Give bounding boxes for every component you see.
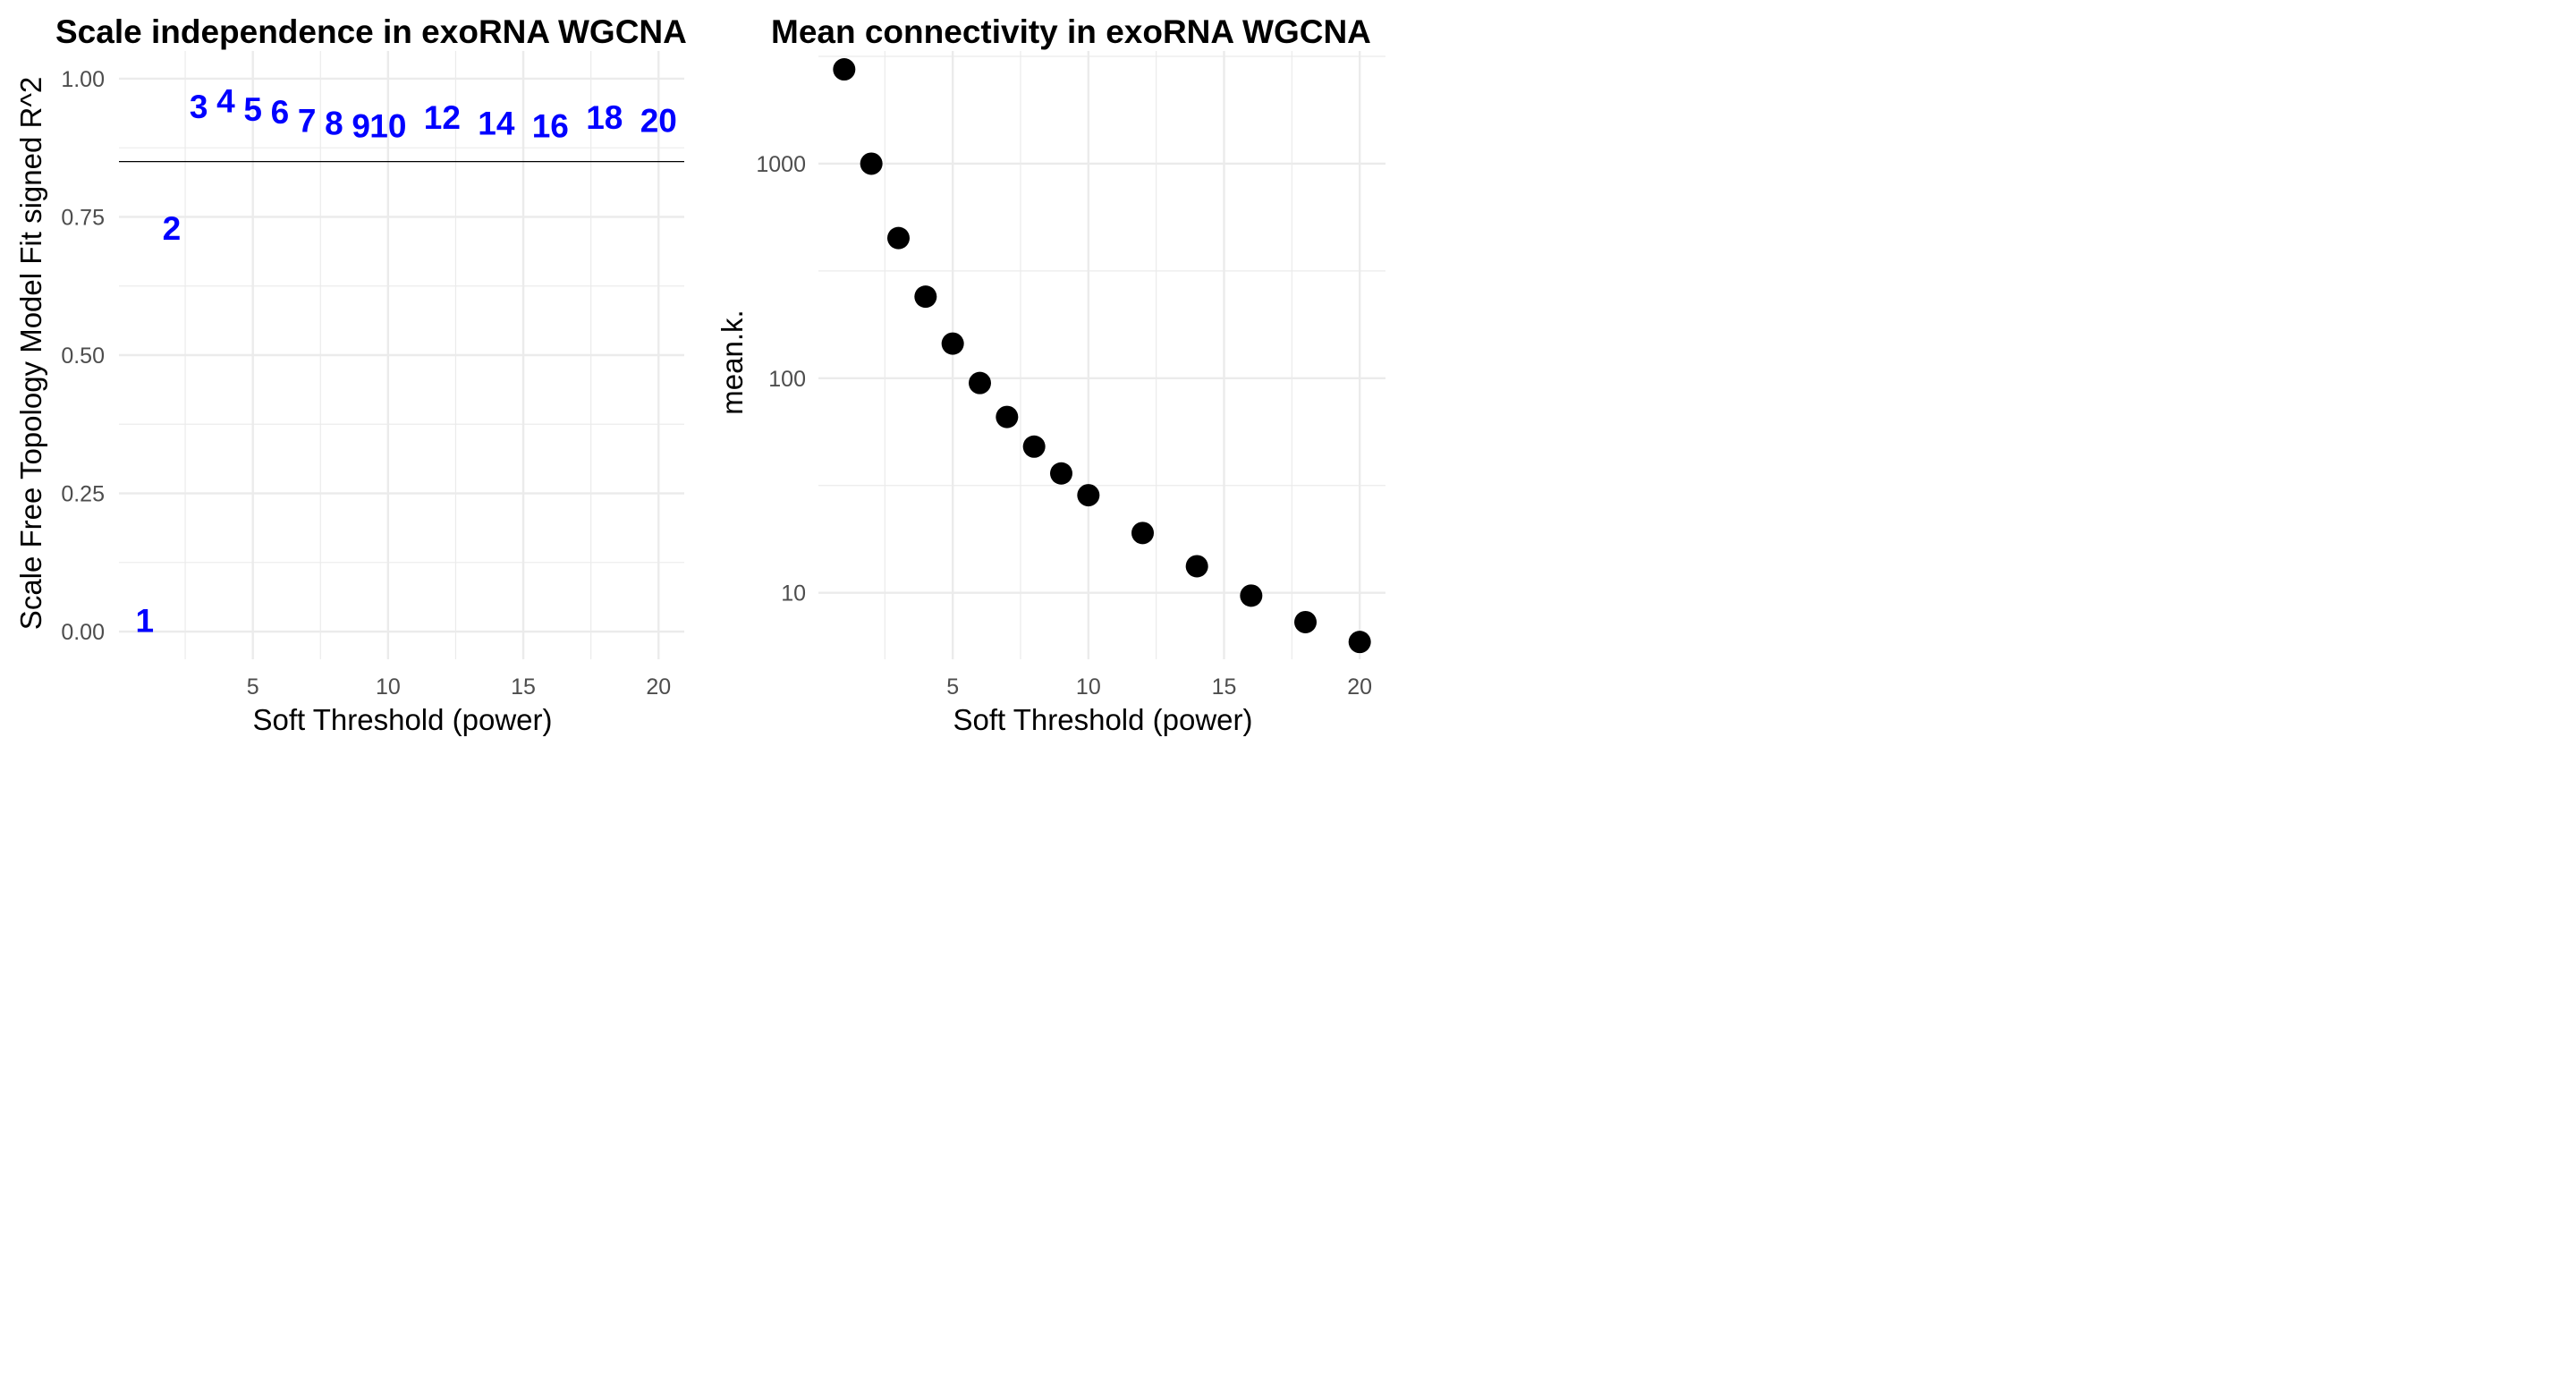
right-data-point xyxy=(1348,631,1371,654)
left-power-label: 12 xyxy=(424,99,461,136)
right-x-tick-labels: 5 10 15 20 xyxy=(946,674,1372,700)
right-data-point xyxy=(833,58,856,81)
figure: 1 2 3 4 5 6 7 8 9 10 12 14 16 18 20 0.00 0.25 0.50 0.75 1.… xyxy=(0,0,1402,748)
right-chart-title: Mean connectivity in exoRNA WGCNA xyxy=(771,13,1371,50)
right-points xyxy=(833,58,1371,654)
left-power-label: 7 xyxy=(298,102,317,139)
left-power-label: 2 xyxy=(163,210,182,247)
right-x-tick-label: 5 xyxy=(946,674,959,700)
left-power-label: 10 xyxy=(369,107,406,144)
left-power-label: 14 xyxy=(478,105,515,141)
right-x-tick-label: 15 xyxy=(1212,674,1237,700)
right-y-tick-label: 10 xyxy=(781,581,806,606)
right-data-point xyxy=(1077,484,1100,507)
right-data-point xyxy=(886,226,910,250)
left-power-label: 8 xyxy=(325,105,343,141)
right-data-point xyxy=(1131,522,1155,545)
mean-connectivity-panel: 10 100 1000 5 10 15 20 Mean connectivity in e… xyxy=(716,13,1385,736)
right-data-point xyxy=(941,332,964,355)
left-y-tick-label: 0.50 xyxy=(61,344,105,369)
left-y-axis-label: Scale Free Topology Model Fit signed R^2 xyxy=(14,77,47,630)
left-y-tick-label: 0.25 xyxy=(61,482,105,507)
left-y-tick-label: 0.00 xyxy=(61,620,105,645)
left-power-label: 5 xyxy=(243,91,262,128)
right-data-point xyxy=(1049,462,1072,485)
chart-canvas: 123 4 5 6 7 8 9 10 12 14 16 18 20 0.000.250.500.751.… xyxy=(14,13,1385,736)
right-data-point xyxy=(1294,610,1318,633)
right-y-tick-labels: 10 100 1000 xyxy=(756,152,806,606)
right-x-tick-label: 20 xyxy=(1347,674,1372,700)
left-chart-title: Scale independence in exoRNA WGCNA xyxy=(55,13,687,50)
scale-independence-panel: 123 4 5 6 7 8 9 10 12 14 16 18 20 0.000.250.500.751.… xyxy=(14,13,687,736)
right-x-axis-label: Soft Threshold (power) xyxy=(953,703,1252,736)
right-data-point xyxy=(1185,555,1208,578)
left-y-tick-labels: 0.00 0.25 0.50 0.75 1.00 xyxy=(61,67,105,645)
right-x-tick-label: 10 xyxy=(1076,674,1101,700)
left-grid xyxy=(119,51,684,659)
right-data-point xyxy=(1022,435,1046,458)
right-y-tick-label: 1000 xyxy=(756,152,806,177)
right-data-point xyxy=(860,152,883,175)
left-power-label: 3 xyxy=(190,89,208,125)
left-point-labels: 123 4 5 6 7 8 9 10 12 14 16 18 20 xyxy=(135,83,676,640)
left-x-tick-labels: 5 10 15 20 xyxy=(247,674,671,700)
left-power-label: 18 xyxy=(586,99,623,136)
left-power-label: 4 xyxy=(216,83,235,120)
left-power-label: 9 xyxy=(352,107,370,144)
left-power-label: 1 xyxy=(135,603,154,640)
right-y-axis-label: mean.k. xyxy=(716,310,749,414)
right-data-point xyxy=(914,285,937,309)
left-y-tick-label: 1.00 xyxy=(61,67,105,92)
left-power-label: 20 xyxy=(640,102,677,139)
right-data-point xyxy=(968,371,991,394)
left-x-tick-label: 15 xyxy=(511,674,536,700)
right-data-point xyxy=(1240,584,1263,607)
left-x-tick-label: 10 xyxy=(376,674,401,700)
left-x-tick-label: 5 xyxy=(247,674,259,700)
left-power-label: 6 xyxy=(271,94,290,131)
left-x-tick-label: 20 xyxy=(646,674,671,700)
left-power-label: 16 xyxy=(532,107,569,144)
right-y-tick-label: 100 xyxy=(768,367,806,392)
right-grid xyxy=(818,51,1385,659)
left-y-tick-label: 0.75 xyxy=(61,205,105,230)
left-x-axis-label: Soft Threshold (power) xyxy=(252,703,552,736)
right-data-point xyxy=(996,405,1019,428)
